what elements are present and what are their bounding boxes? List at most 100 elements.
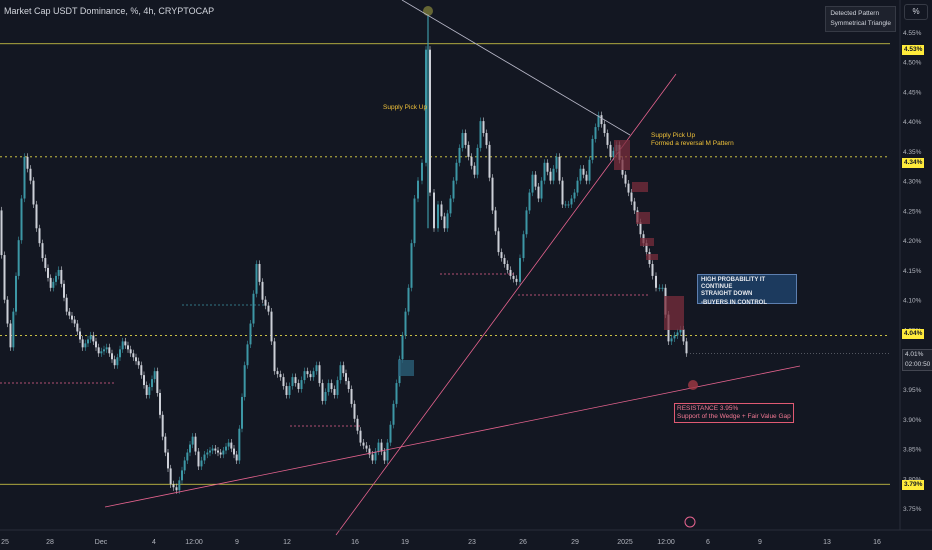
x-tick-label: 6 <box>706 539 710 546</box>
candle-body <box>429 49 431 193</box>
candle-body <box>449 198 452 214</box>
candle-body <box>685 341 688 354</box>
candle-body <box>189 444 191 453</box>
candle-body <box>534 174 537 187</box>
candle-body <box>594 127 597 139</box>
candle-body <box>347 381 350 390</box>
y-tick-label: 4.55% <box>903 30 922 37</box>
candle-body <box>570 198 573 205</box>
candle-body <box>500 252 503 259</box>
candle-body <box>103 349 105 352</box>
candle-body <box>440 204 443 217</box>
candle-body <box>47 267 49 278</box>
candle-body <box>79 331 81 340</box>
candle-body <box>191 436 194 445</box>
candle-body <box>127 345 129 350</box>
reversal-line1: Supply Pick Up <box>651 132 696 139</box>
candle-body <box>200 460 203 467</box>
candle-body <box>140 365 143 376</box>
price-tag-453: 4.53% <box>902 45 925 55</box>
candle-body <box>32 180 35 205</box>
candle-body <box>17 240 20 276</box>
x-tick-label: 12:00 <box>185 539 203 546</box>
probability-note: HIGH PROBABILITY IT CONTINUE STRAIGHT DO… <box>697 274 797 306</box>
candle-body <box>377 442 380 452</box>
y-tick-label: 4.20% <box>903 238 922 245</box>
candle-body <box>392 403 395 425</box>
price-tag-379: 3.79% <box>902 480 925 490</box>
candle-body <box>264 299 267 306</box>
candle-body <box>105 347 108 350</box>
candle-body <box>137 361 140 366</box>
candle-body <box>235 454 238 461</box>
candle-body <box>658 287 661 289</box>
candle-body <box>121 341 124 350</box>
candle-body <box>362 442 365 446</box>
candle-body <box>273 341 276 372</box>
candle-body <box>20 198 23 241</box>
candle-body <box>473 165 476 175</box>
candle-body <box>23 156 26 199</box>
candle-body <box>573 192 576 199</box>
candle-body <box>324 392 327 401</box>
supply-zone <box>614 140 630 170</box>
candle-body <box>497 231 500 253</box>
probability-line2: STRAIGHT DOWN <box>701 291 753 297</box>
candle-body <box>95 341 97 348</box>
price-tag-404: 4.04% <box>902 329 925 339</box>
candle-body <box>591 138 594 160</box>
candle-body <box>255 264 258 294</box>
candle-body <box>407 287 410 312</box>
candle-body <box>467 144 470 157</box>
candle-body <box>243 365 246 397</box>
candle-body <box>503 258 506 264</box>
candle-body <box>353 403 356 419</box>
candle-body <box>443 216 446 229</box>
candle-body <box>306 371 309 375</box>
candle-body <box>413 198 416 244</box>
candle-body <box>609 144 612 157</box>
candle-body <box>315 365 318 372</box>
candle-body <box>52 281 55 288</box>
candle-body <box>479 121 482 148</box>
candle-body <box>261 281 264 300</box>
candle-body <box>92 335 95 342</box>
resistance-marker <box>688 380 698 390</box>
supply-zone <box>632 182 648 192</box>
candle-body <box>365 445 368 449</box>
candle-body <box>116 357 119 366</box>
candle-body <box>38 228 41 244</box>
candle-body <box>515 278 518 282</box>
candle-body <box>164 436 167 453</box>
x-tick-label: 13 <box>823 539 831 546</box>
candle-body <box>225 446 227 451</box>
candle-body <box>603 124 606 134</box>
y-tick-label: 4.35% <box>903 149 922 156</box>
candle-body <box>89 335 92 340</box>
candle-body <box>29 168 32 181</box>
candle-body <box>345 373 347 382</box>
last-price-tag: 4.01% 02:00:50 <box>902 349 932 371</box>
candle-body <box>186 452 189 461</box>
y-tick-label: 4.40% <box>903 119 922 126</box>
candle-body <box>509 269 512 276</box>
candle-body <box>624 174 627 184</box>
candle-body <box>389 424 392 443</box>
currency-button[interactable]: % <box>904 4 928 20</box>
candle-body <box>97 347 100 354</box>
candle-body <box>279 374 282 378</box>
candle-body <box>217 450 219 453</box>
detected-pattern-badge[interactable]: Detected Pattern Symmetrical Triangle <box>825 6 896 32</box>
fvg-zone <box>398 360 414 376</box>
probability-line3: -BUYERS IN CONTROL <box>701 300 767 306</box>
candle-body <box>203 454 206 461</box>
candle-body <box>371 454 374 461</box>
candle-body <box>181 470 183 481</box>
candle-body <box>211 448 214 451</box>
candle-body <box>194 436 197 452</box>
y-tick-label: 3.95% <box>903 387 922 394</box>
candle-body <box>183 460 186 471</box>
candle-body <box>297 383 300 390</box>
